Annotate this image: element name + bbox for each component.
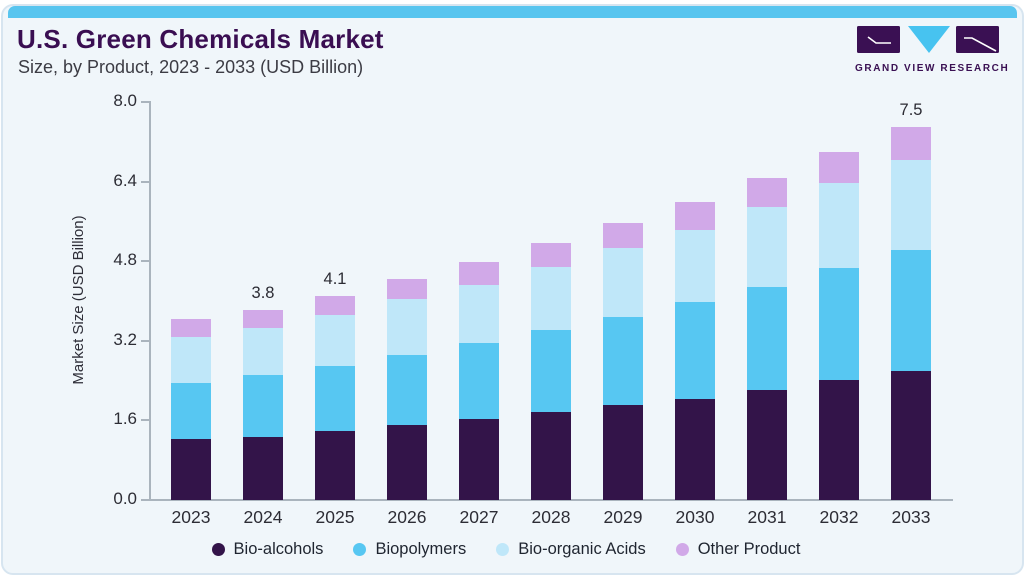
gvr-logo-icon (857, 26, 999, 53)
page-title: U.S. Green Chemicals Market (17, 24, 384, 54)
x-tick-label: 2032 (819, 507, 859, 527)
bar-segment-bio-organic-acids (243, 327, 283, 375)
x-tick-label: 2024 (243, 507, 283, 527)
bar-segment-other-product (747, 178, 787, 207)
bar-segment-bio-alcohols (819, 379, 859, 500)
bar-segment-biopolymers (819, 267, 859, 380)
legend: Bio-alcohols Biopolymers Bio-organic Acids… (60, 535, 952, 563)
y-tick-mark (141, 180, 149, 183)
bar-segment-biopolymers (891, 250, 931, 371)
bar-segment-biopolymers (459, 343, 499, 420)
y-tick-label: 8.0 (113, 91, 137, 110)
x-tick-label: 2026 (387, 507, 427, 527)
bar-segment-bio-alcohols (531, 412, 571, 500)
bar-segment-biopolymers (243, 374, 283, 437)
bar-segment-biopolymers (531, 330, 571, 413)
y-tick-mark (141, 101, 149, 103)
bar-segment-bio-organic-acids (171, 337, 211, 384)
legend-label: Other Product (697, 539, 801, 558)
x-tick-label: 2028 (531, 507, 571, 527)
x-axis-line (149, 499, 953, 501)
y-tick-mark (141, 419, 149, 422)
bar-segment-bio-alcohols (459, 419, 499, 500)
bar-segment-bio-organic-acids (819, 183, 859, 268)
bar-segment-other-product (819, 151, 859, 184)
legend-dot-icon (496, 542, 510, 556)
legend-item-bio-organic-acids: Bio-organic Acids (496, 539, 646, 559)
bar-total-label: 4.1 (323, 270, 347, 289)
page-subtitle: Size, by Product, 2023 - 2033 (USD Billi… (18, 57, 364, 77)
logo-wordmark: GRAND VIEW RESEARCH (855, 63, 1010, 74)
bar-segment-bio-organic-acids (387, 299, 427, 356)
legend-dot-icon (353, 542, 367, 556)
bar-segment-biopolymers (387, 355, 427, 426)
x-tick-label: 2027 (459, 507, 499, 527)
bar-segment-bio-alcohols (675, 398, 715, 500)
bar-segment-other-product (387, 278, 427, 299)
legend-dot-icon (211, 542, 225, 556)
y-tick-mark (141, 499, 149, 501)
grand-view-research-logo: GRAND VIEW RESEARCH (855, 26, 1010, 74)
bar-segment-bio-alcohols (243, 436, 283, 500)
legend-item-bio-alcohols: Bio-alcohols (211, 539, 324, 559)
bar-segment-bio-alcohols (171, 439, 211, 500)
bar-segment-bio-organic-acids (459, 285, 499, 344)
bar-segment-biopolymers (171, 383, 211, 440)
bar-segment-biopolymers (315, 365, 355, 432)
y-tick-mark (141, 339, 149, 342)
y-axis-line (149, 101, 151, 500)
bar-segment-bio-organic-acids (891, 159, 931, 251)
bar-segment-bio-alcohols (387, 425, 427, 500)
legend-label: Bio-organic Acids (518, 539, 646, 558)
legend-label: Bio-alcohols (233, 539, 324, 558)
bar-segment-bio-organic-acids (315, 314, 355, 366)
bar-segment-other-product (459, 262, 499, 286)
top-accent-bar (8, 6, 1017, 18)
bar-segment-bio-alcohols (603, 405, 643, 500)
bar-total-label: 3.8 (251, 283, 275, 302)
bar-total-label: 7.5 (899, 100, 923, 119)
x-tick-label: 2030 (675, 507, 715, 527)
y-tick-label: 0.0 (113, 489, 137, 508)
bar-segment-bio-alcohols (747, 389, 787, 500)
x-tick-label: 2023 (171, 507, 211, 527)
bar-segment-bio-organic-acids (675, 229, 715, 303)
bar-segment-other-product (243, 309, 283, 328)
bar-segment-biopolymers (603, 316, 643, 406)
bar-segment-biopolymers (747, 286, 787, 390)
y-tick-label: 3.2 (113, 329, 137, 349)
legend-item-biopolymers: Biopolymers (353, 540, 466, 559)
y-axis-title: Market Size (USD Billion) (70, 215, 87, 385)
legend-dot-icon (675, 542, 689, 556)
bar-segment-bio-organic-acids (603, 247, 643, 317)
y-tick-label: 1.6 (113, 409, 137, 429)
x-tick-label: 2029 (603, 507, 643, 527)
bar-segment-other-product (531, 242, 571, 267)
y-tick-label: 4.8 (113, 250, 137, 270)
bar-segment-other-product (315, 296, 355, 315)
bar-segment-biopolymers (675, 302, 715, 399)
bar-segment-other-product (603, 223, 643, 248)
x-tick-label: 2033 (891, 507, 931, 527)
bar-segment-bio-organic-acids (531, 266, 571, 331)
y-tick-mark (141, 260, 149, 263)
bar-segment-bio-alcohols (891, 370, 931, 500)
bar-segment-other-product (675, 201, 715, 230)
x-tick-label: 2025 (315, 507, 355, 527)
bar-segment-other-product (891, 126, 931, 160)
y-tick-label: 6.4 (113, 170, 137, 190)
x-tick-label: 2031 (747, 507, 787, 527)
bar-segment-bio-organic-acids (747, 206, 787, 287)
legend-item-other-product: Other Product (675, 539, 801, 559)
bar-segment-bio-alcohols (315, 431, 355, 500)
legend-label: Biopolymers (375, 539, 467, 558)
bar-segment-other-product (171, 319, 211, 338)
